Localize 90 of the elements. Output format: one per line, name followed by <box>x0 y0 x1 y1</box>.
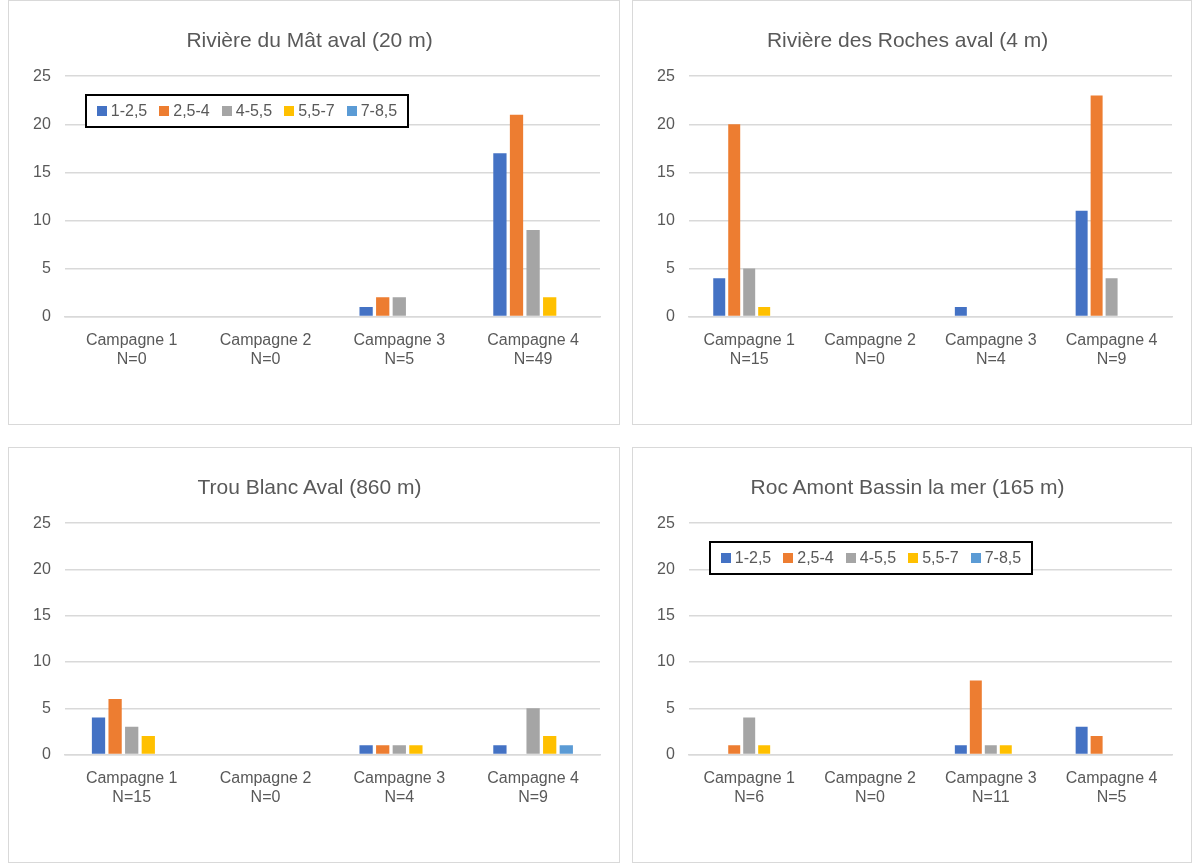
bar <box>954 745 967 754</box>
x-tick-label: Campagne 4 N=9 <box>487 768 580 805</box>
legend-label: 1-2,5 <box>109 102 148 121</box>
bar <box>91 717 106 754</box>
y-tick-label: 20 <box>657 559 675 577</box>
bar <box>1075 210 1088 316</box>
legend-label: 2,5-4 <box>796 549 834 568</box>
bar <box>984 745 997 754</box>
legend-label: 7-8,5 <box>359 102 398 121</box>
legend-label: 5,5-7 <box>921 549 959 568</box>
x-tick-label: Campagne 2 N=0 <box>219 330 312 367</box>
bar <box>392 745 406 754</box>
x-tick-label: Campagne 1 N=6 <box>703 768 796 805</box>
bar <box>743 268 756 316</box>
x-tick-label: Campagne 3 N=5 <box>353 330 446 367</box>
bar <box>526 230 540 316</box>
x-tick-label: Campagne 4 N=9 <box>1065 330 1158 367</box>
x-tick-label: Campagne 4 N=49 <box>487 330 580 367</box>
bar <box>1075 726 1088 754</box>
y-tick-label: 20 <box>657 114 675 132</box>
bar <box>743 717 756 754</box>
bar <box>526 708 540 754</box>
bar <box>999 745 1012 754</box>
bar <box>559 745 573 754</box>
bar <box>359 306 373 316</box>
y-tick-label: 25 <box>33 66 51 84</box>
y-tick-label: 15 <box>33 162 51 180</box>
legend-label: 1-2,5 <box>733 549 772 568</box>
x-tick-label: Campagne 2 N=0 <box>219 768 312 805</box>
x-tick-label: Campagne 1 N=15 <box>85 768 178 805</box>
x-tick-label: Campagne 3 N=4 <box>353 768 446 805</box>
legend-label: 4-5,5 <box>858 549 897 568</box>
bar <box>125 726 139 754</box>
x-tick-label: Campagne 2 N=0 <box>824 330 916 367</box>
bar <box>713 278 726 316</box>
x-tick-label: Campagne 3 N=4 <box>944 330 1037 367</box>
bar <box>1090 95 1103 316</box>
bar <box>758 306 771 316</box>
y-tick-label: 5 <box>665 698 675 716</box>
y-tick-label: 0 <box>665 745 675 763</box>
y-tick-label: 5 <box>41 258 51 276</box>
y-tick-label: 0 <box>41 745 51 763</box>
y-tick-label: 0 <box>665 307 675 325</box>
y-tick-label: 25 <box>657 513 675 531</box>
y-tick-label: 20 <box>33 559 51 577</box>
chart-title: Rivière du Mât aval (20 m) <box>186 28 433 52</box>
legend-label: 4-5,5 <box>234 102 273 121</box>
x-tick-label: Campagne 1 N=0 <box>85 330 178 367</box>
bar <box>969 680 982 754</box>
chart-title: Roc Amont Bassin la mer (165 m) <box>750 475 1065 499</box>
y-tick-label: 10 <box>33 652 51 670</box>
bar <box>728 124 741 316</box>
bar <box>728 745 741 754</box>
bar <box>493 153 507 316</box>
x-tick-label: Campagne 2 N=0 <box>824 768 916 805</box>
y-tick-label: 25 <box>33 513 51 531</box>
y-tick-label: 20 <box>33 114 51 132</box>
y-tick-label: 15 <box>657 606 675 624</box>
bar <box>1105 278 1118 316</box>
bar <box>493 745 507 754</box>
y-tick-label: 25 <box>657 66 675 84</box>
bar <box>108 699 122 754</box>
bar <box>758 745 771 754</box>
y-tick-label: 10 <box>657 210 675 228</box>
x-tick-label: Campagne 1 N=15 <box>703 330 796 367</box>
chart-title: Trou Blanc Aval (860 m) <box>197 475 422 499</box>
y-tick-label: 15 <box>33 606 51 624</box>
bar <box>954 306 967 316</box>
legend-label: 5,5-7 <box>297 102 335 121</box>
x-tick-label: Campagne 4 N=5 <box>1065 768 1158 805</box>
bar <box>409 745 423 754</box>
legend-label: 7-8,5 <box>983 549 1022 568</box>
bar <box>509 114 524 316</box>
y-tick-label: 15 <box>657 162 675 180</box>
bar <box>141 736 155 754</box>
bar <box>359 745 373 754</box>
bar <box>543 297 557 316</box>
y-tick-label: 10 <box>657 652 675 670</box>
x-tick-label: Campagne 3 N=11 <box>944 768 1037 805</box>
bar <box>376 297 390 316</box>
bar <box>392 297 406 316</box>
bar <box>1090 736 1103 754</box>
bar <box>543 736 557 754</box>
y-tick-label: 0 <box>41 307 51 325</box>
legend-label: 2,5-4 <box>172 102 210 121</box>
bar <box>376 745 390 754</box>
y-tick-label: 5 <box>665 258 675 276</box>
y-tick-label: 10 <box>33 210 51 228</box>
chart-title: Rivière des Roches aval (4 m) <box>766 28 1049 52</box>
y-tick-label: 5 <box>41 698 51 716</box>
